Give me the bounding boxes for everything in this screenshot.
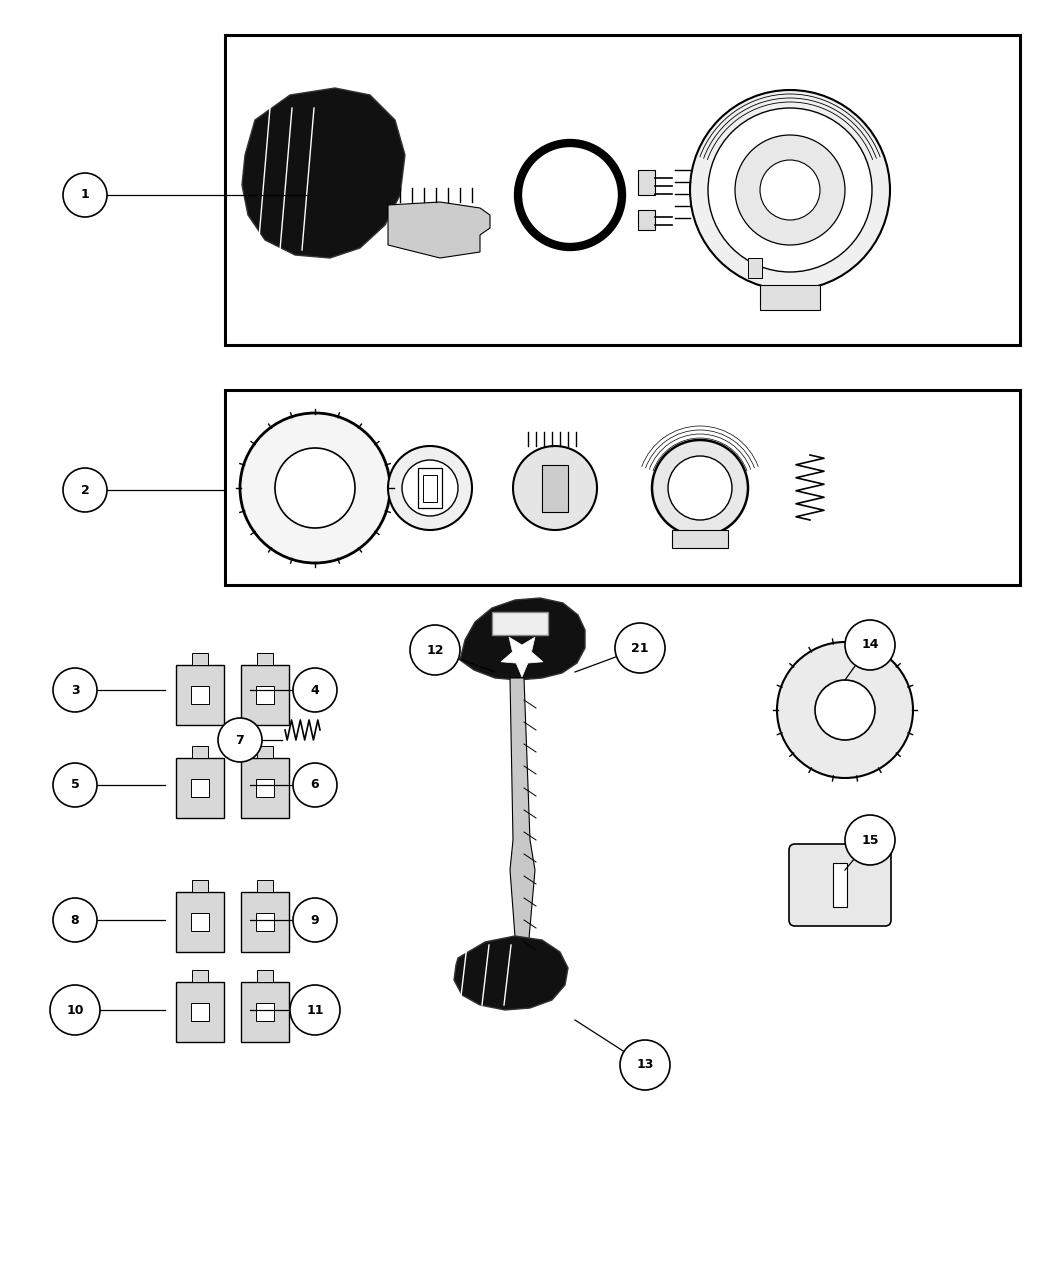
Bar: [176, 982, 224, 1042]
Bar: [492, 612, 548, 635]
Circle shape: [845, 620, 895, 669]
Text: 9: 9: [311, 913, 319, 927]
Text: 6: 6: [311, 779, 319, 792]
Circle shape: [293, 668, 337, 711]
Circle shape: [50, 986, 100, 1035]
Circle shape: [52, 898, 97, 942]
Bar: [672, 530, 728, 548]
Circle shape: [615, 623, 665, 673]
Bar: [257, 746, 273, 759]
Bar: [191, 779, 209, 797]
Text: 11: 11: [307, 1003, 323, 1016]
Bar: [257, 970, 273, 982]
Bar: [257, 653, 273, 666]
Circle shape: [402, 460, 458, 516]
Bar: [192, 970, 208, 982]
Text: 3: 3: [70, 683, 80, 696]
Polygon shape: [388, 201, 490, 258]
Text: 15: 15: [861, 834, 879, 847]
Bar: [225, 34, 1020, 346]
Circle shape: [845, 815, 895, 864]
Bar: [542, 465, 568, 513]
Bar: [191, 1003, 209, 1021]
Bar: [638, 170, 655, 195]
Circle shape: [52, 762, 97, 807]
Circle shape: [63, 173, 107, 217]
Circle shape: [708, 108, 872, 272]
Polygon shape: [242, 88, 405, 258]
Text: 10: 10: [66, 1003, 84, 1016]
Circle shape: [513, 446, 597, 530]
Circle shape: [690, 91, 890, 289]
Circle shape: [735, 135, 845, 245]
Bar: [256, 686, 274, 704]
Bar: [833, 863, 847, 907]
Circle shape: [388, 446, 472, 530]
Text: 21: 21: [631, 641, 649, 654]
Polygon shape: [501, 638, 543, 677]
Circle shape: [275, 448, 355, 528]
Bar: [191, 913, 209, 931]
Bar: [256, 1003, 274, 1021]
Bar: [192, 880, 208, 892]
Text: 13: 13: [636, 1058, 654, 1071]
Bar: [423, 476, 437, 502]
Circle shape: [63, 468, 107, 513]
Circle shape: [410, 625, 460, 674]
Bar: [242, 892, 289, 952]
Text: 5: 5: [70, 779, 80, 792]
Text: 8: 8: [70, 913, 80, 927]
Circle shape: [293, 762, 337, 807]
Bar: [176, 666, 224, 725]
Bar: [760, 286, 820, 310]
Text: 4: 4: [311, 683, 319, 696]
Circle shape: [218, 718, 262, 762]
Circle shape: [290, 986, 340, 1035]
Circle shape: [240, 413, 390, 564]
Circle shape: [620, 1040, 670, 1090]
Bar: [225, 390, 1020, 585]
Bar: [176, 892, 224, 952]
Bar: [257, 880, 273, 892]
Polygon shape: [454, 936, 568, 1010]
Bar: [242, 982, 289, 1042]
Bar: [748, 258, 762, 278]
Circle shape: [652, 440, 748, 536]
Polygon shape: [510, 678, 536, 970]
Bar: [176, 759, 224, 819]
Bar: [192, 746, 208, 759]
Circle shape: [760, 159, 820, 221]
Circle shape: [668, 456, 732, 520]
Bar: [256, 913, 274, 931]
Bar: [242, 666, 289, 725]
Bar: [191, 686, 209, 704]
Text: 12: 12: [426, 644, 444, 657]
Circle shape: [777, 643, 914, 778]
Bar: [638, 210, 655, 229]
Bar: [256, 779, 274, 797]
Circle shape: [52, 668, 97, 711]
Circle shape: [293, 898, 337, 942]
Circle shape: [815, 680, 875, 740]
Text: 7: 7: [235, 733, 245, 746]
Text: 14: 14: [861, 639, 879, 652]
Text: 1: 1: [81, 189, 89, 201]
Bar: [192, 653, 208, 666]
Text: 2: 2: [81, 483, 89, 496]
FancyBboxPatch shape: [789, 844, 891, 926]
Bar: [418, 468, 442, 507]
Polygon shape: [460, 598, 585, 680]
Bar: [242, 759, 289, 819]
